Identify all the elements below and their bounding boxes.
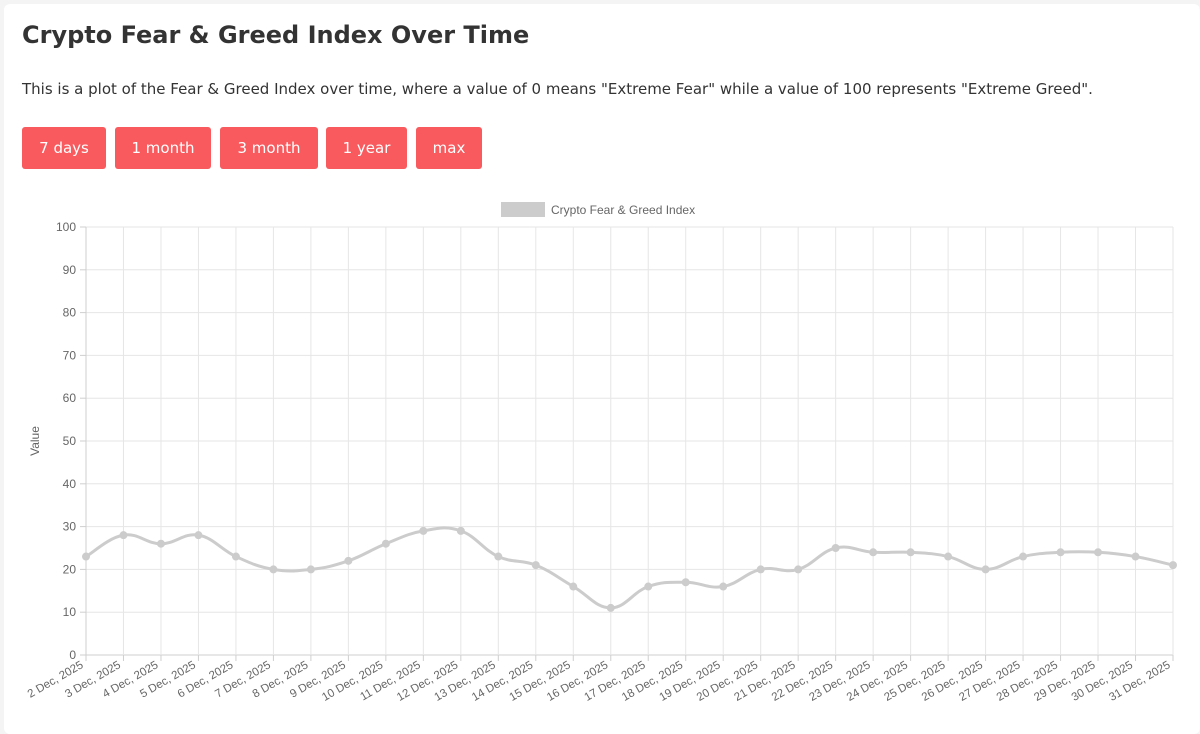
data-point[interactable]	[831, 544, 840, 552]
y-tick-label: 70	[63, 348, 77, 362]
data-point[interactable]	[719, 582, 728, 591]
range-button-max[interactable]: max	[416, 127, 482, 169]
range-button-1-year[interactable]: 1 year	[326, 127, 407, 169]
data-point[interactable]	[344, 556, 353, 565]
y-tick-label: 20	[63, 562, 77, 576]
y-tick-label: 80	[63, 306, 77, 320]
page-description: This is a plot of the Fear & Greed Index…	[22, 80, 1093, 98]
range-button-7-days[interactable]: 7 days	[22, 127, 106, 169]
data-point[interactable]	[269, 565, 278, 574]
data-point[interactable]	[1056, 548, 1065, 557]
data-point[interactable]	[606, 603, 615, 612]
series-line-fear-greed	[85, 526, 1174, 610]
data-point[interactable]	[1131, 552, 1140, 561]
data-point[interactable]	[531, 561, 540, 570]
data-point[interactable]	[194, 531, 203, 540]
data-point[interactable]	[419, 526, 428, 535]
data-point[interactable]	[981, 565, 990, 574]
y-tick-label: 90	[63, 263, 77, 277]
y-tick-label: 100	[56, 220, 76, 234]
range-button-1-month[interactable]: 1 month	[115, 127, 211, 169]
data-point[interactable]	[1094, 548, 1103, 557]
data-point[interactable]	[756, 565, 765, 574]
data-point[interactable]	[944, 552, 953, 561]
legend-label[interactable]: Crypto Fear & Greed Index	[551, 203, 695, 217]
data-point[interactable]	[82, 552, 90, 561]
data-point[interactable]	[456, 526, 465, 535]
data-point[interactable]	[644, 582, 653, 591]
data-point[interactable]	[494, 552, 503, 561]
y-tick-label: 30	[63, 520, 77, 534]
y-axis-title: Value	[28, 426, 42, 456]
y-tick-label: 0	[69, 648, 76, 662]
y-tick-label: 60	[63, 391, 77, 405]
y-tick-label: 50	[63, 434, 77, 448]
data-point[interactable]	[794, 565, 803, 574]
y-tick-label: 10	[63, 605, 77, 619]
data-point[interactable]	[1169, 561, 1177, 570]
data-point[interactable]	[381, 539, 390, 548]
page-title: Crypto Fear & Greed Index Over Time	[22, 21, 530, 49]
legend-swatch[interactable]	[501, 202, 545, 217]
y-tick-label: 40	[63, 477, 77, 491]
data-point[interactable]	[569, 582, 578, 591]
data-point[interactable]	[306, 565, 315, 574]
data-point[interactable]	[869, 548, 878, 557]
data-point[interactable]	[231, 552, 240, 561]
data-point[interactable]	[681, 578, 690, 587]
data-point[interactable]	[119, 531, 128, 540]
data-point[interactable]	[1019, 552, 1028, 561]
data-point[interactable]	[906, 548, 915, 557]
range-button-3-month[interactable]: 3 month	[220, 127, 318, 169]
data-point[interactable]	[156, 539, 165, 548]
